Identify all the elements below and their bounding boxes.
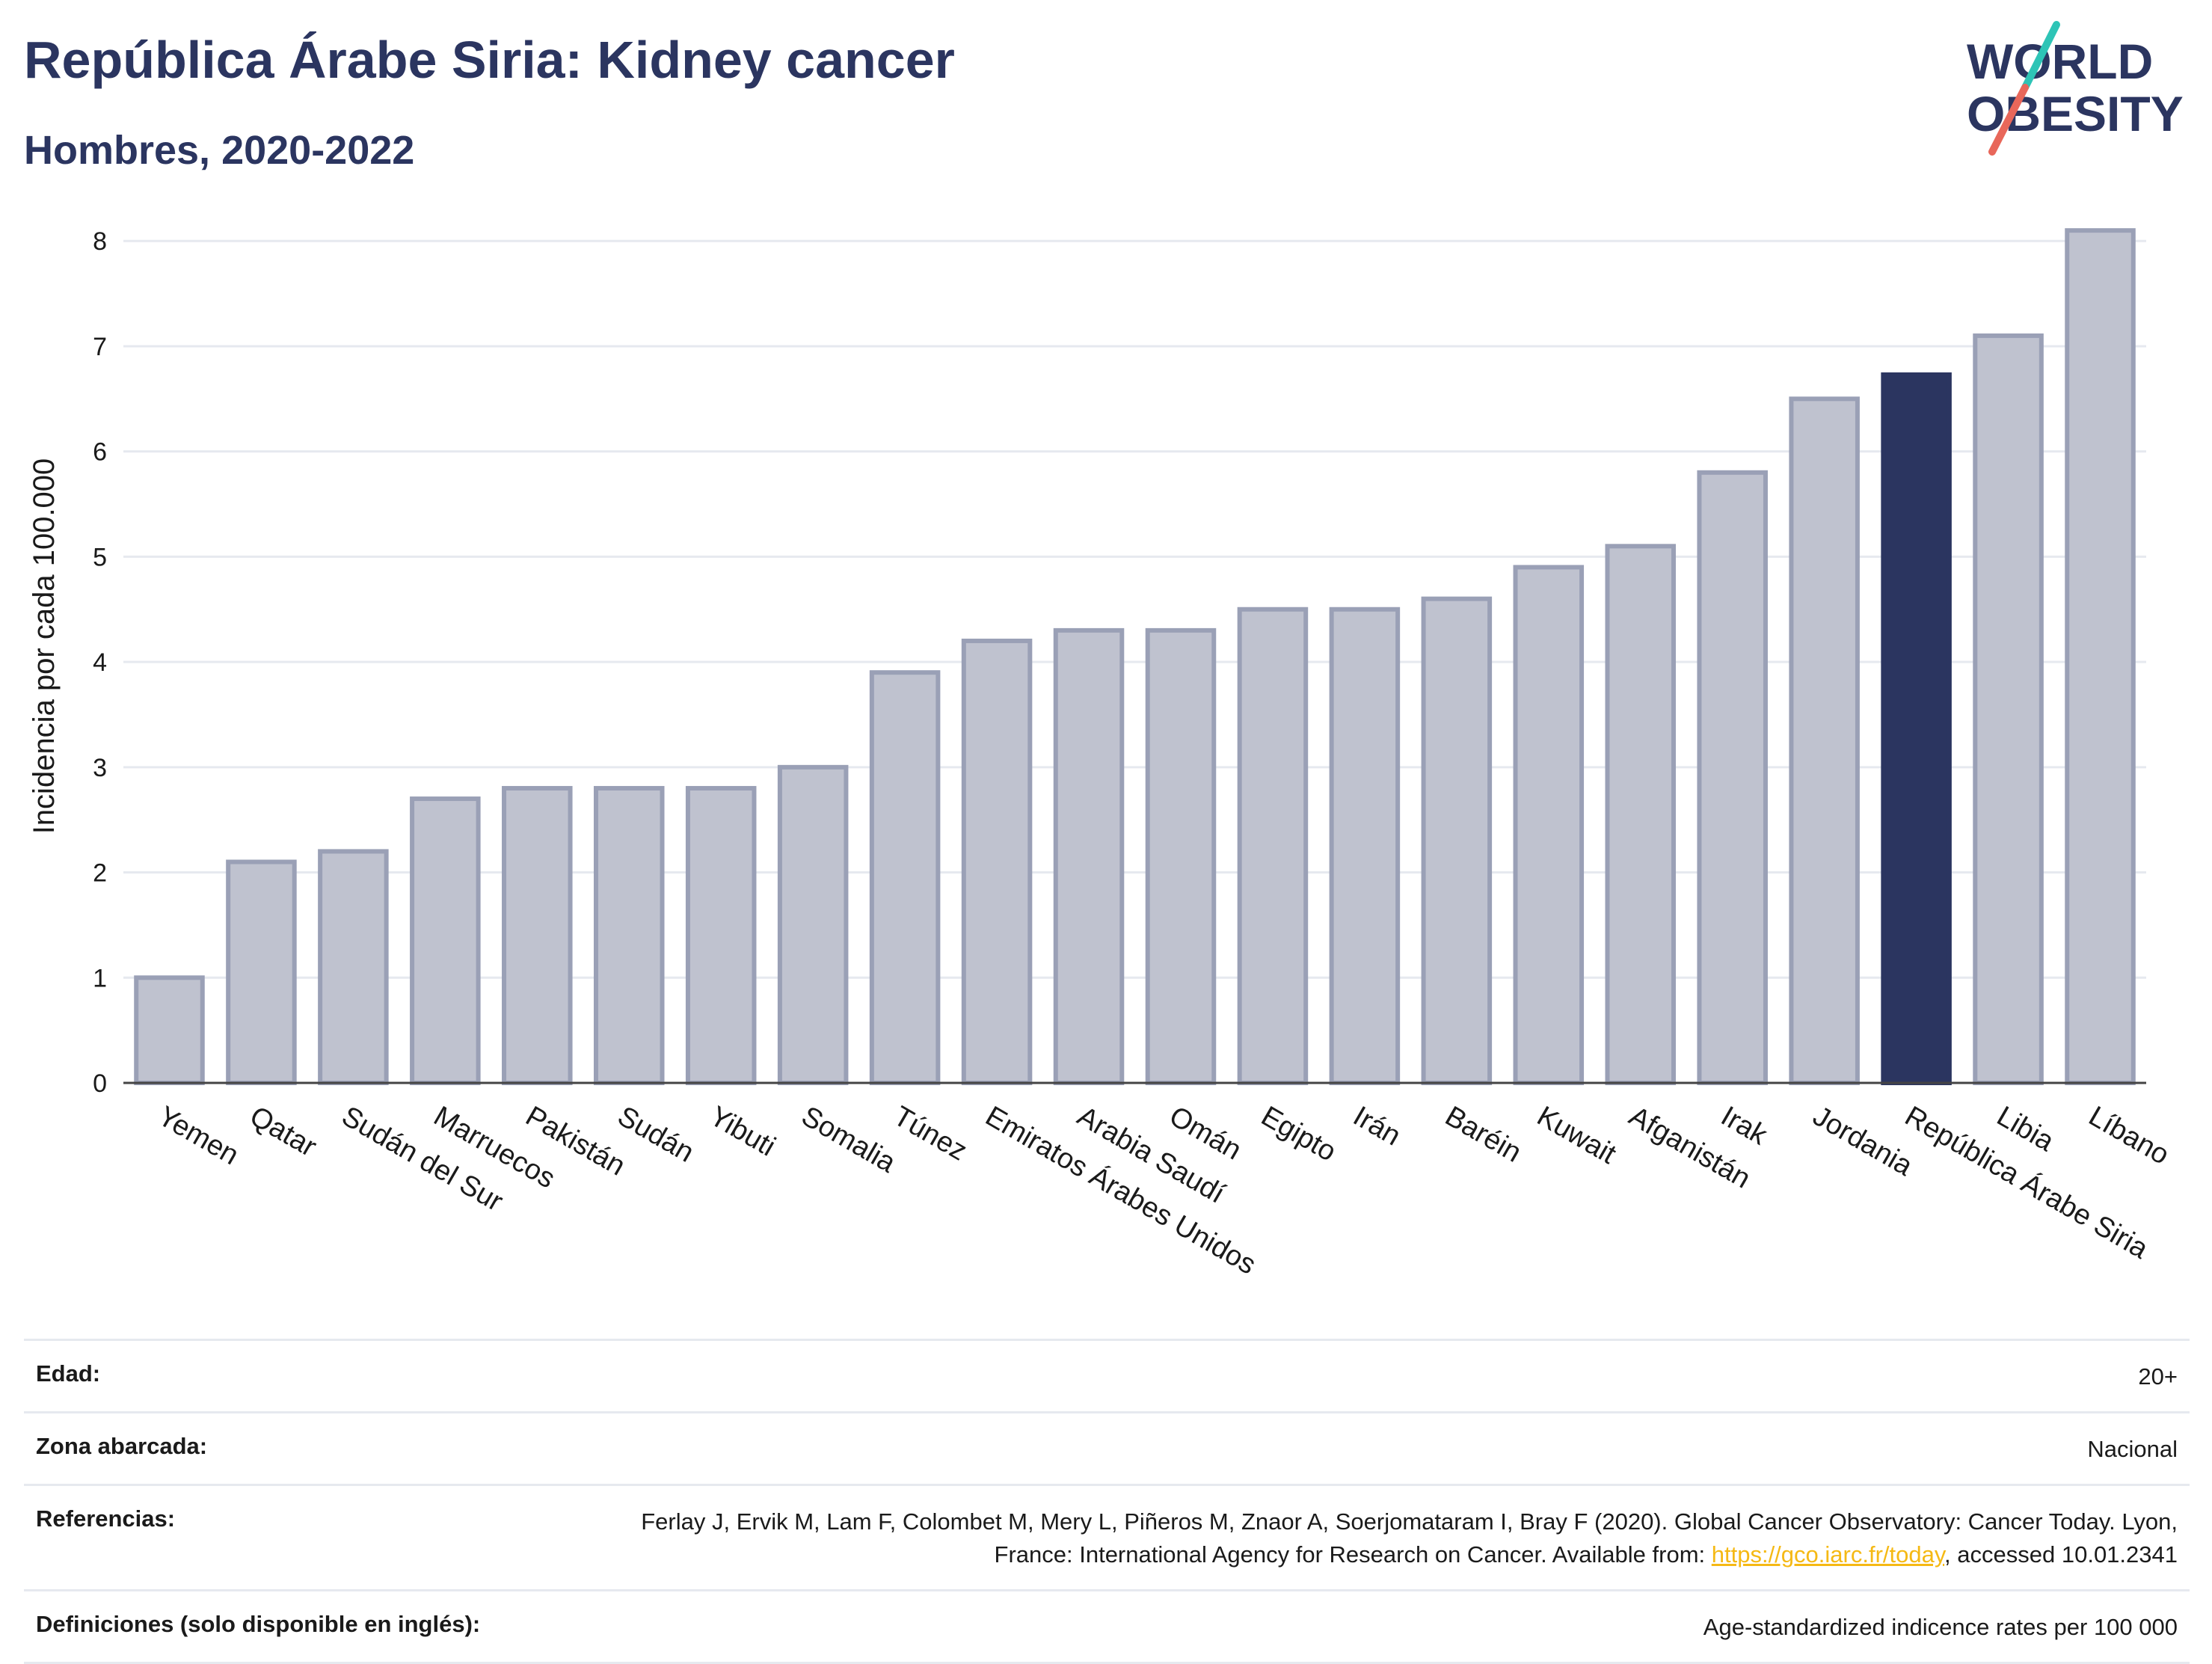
meta-row-age: Edad: 20+ bbox=[24, 1339, 2190, 1411]
bar bbox=[2065, 228, 2136, 1086]
bar bbox=[593, 785, 665, 1086]
y-tick-label: 5 bbox=[93, 543, 107, 571]
x-tick-label: Irak bbox=[1715, 1100, 1773, 1152]
x-tick-label: Yemen bbox=[153, 1100, 244, 1171]
meta-label-definitions: Definiciones (solo disponible en inglés)… bbox=[36, 1611, 481, 1637]
bar bbox=[502, 785, 573, 1086]
y-tick-label: 2 bbox=[93, 859, 107, 888]
bar bbox=[1329, 607, 1401, 1085]
y-tick-label: 6 bbox=[93, 438, 107, 467]
chart-title: República Árabe Siria: Kidney cancer bbox=[24, 31, 955, 89]
world-obesity-logo: WORLD OBESITY bbox=[1967, 21, 2184, 156]
metadata-table: Edad: 20+ Zona abarcada: Nacional Refere… bbox=[24, 1339, 2190, 1664]
bar bbox=[777, 764, 849, 1085]
x-tick-label: Qatar bbox=[245, 1100, 322, 1163]
y-tick-label: 3 bbox=[93, 754, 107, 782]
bar bbox=[1421, 596, 1493, 1085]
bar bbox=[1789, 396, 1860, 1085]
reference-text: Ferlay J, Ervik M, Lam F, Colombet M, Me… bbox=[641, 1508, 2178, 1568]
meta-row-area: Zona abarcada: Nacional bbox=[24, 1411, 2190, 1484]
meta-label-area: Zona abarcada: bbox=[36, 1433, 208, 1459]
logo-line1: WORLD bbox=[1967, 34, 2153, 89]
reference-accessed: , accessed 10.01.2341 bbox=[1944, 1541, 2178, 1568]
meta-row-references: Referencias: Ferlay J, Ervik M, Lam F, C… bbox=[24, 1484, 2190, 1589]
reference-link[interactable]: https://gco.iarc.fr/today bbox=[1711, 1541, 1945, 1568]
bar bbox=[1973, 333, 2044, 1085]
y-tick-label: 4 bbox=[93, 648, 107, 677]
bar-chart: 0 1 2 3 4 5 6 7 8 Incidencia por cada 100.000 Yeme… bbox=[28, 227, 2175, 1280]
bar bbox=[1605, 544, 1677, 1085]
x-tick-label: Irán bbox=[1348, 1100, 1406, 1152]
x-tick-label: Kuwait bbox=[1531, 1100, 1621, 1170]
bar bbox=[869, 670, 941, 1085]
meta-value-age: 20+ bbox=[2138, 1363, 2178, 1390]
bar bbox=[226, 859, 297, 1085]
x-tick-label: Sudán del Sur bbox=[337, 1100, 509, 1218]
meta-row-definitions: Definiciones (solo disponible en inglés)… bbox=[24, 1589, 2190, 1664]
y-tick-label: 8 bbox=[93, 227, 107, 256]
x-tick-label: Egipto bbox=[1256, 1100, 1341, 1167]
meta-value-definitions: Age-standardized indicence rates per 100… bbox=[1703, 1614, 2178, 1640]
bar bbox=[1881, 372, 1952, 1085]
x-tick-label: Líbano bbox=[2083, 1100, 2175, 1170]
meta-value-area: Nacional bbox=[2087, 1436, 2178, 1462]
y-tick-label: 0 bbox=[93, 1069, 107, 1098]
x-tick-label: Túnez bbox=[888, 1100, 972, 1167]
y-tick-label: 1 bbox=[93, 964, 107, 992]
bar bbox=[1145, 627, 1217, 1085]
bar bbox=[410, 796, 481, 1086]
y-axis-label: Incidencia por cada 100.000 bbox=[28, 458, 61, 835]
x-tick-label: Libia bbox=[1991, 1100, 2059, 1158]
meta-label-references: Referencias: bbox=[36, 1505, 176, 1532]
x-tick-label: Baréin bbox=[1440, 1100, 1526, 1168]
x-tick-label: Somalia bbox=[796, 1100, 902, 1179]
bar bbox=[134, 975, 205, 1085]
x-tick-label: Yibuti bbox=[704, 1100, 781, 1162]
x-tick-label: Jordania bbox=[1807, 1100, 1918, 1182]
bar bbox=[685, 785, 757, 1086]
bar bbox=[1513, 565, 1585, 1085]
bar bbox=[1697, 470, 1768, 1085]
bar bbox=[961, 638, 1033, 1085]
chart-subtitle: Hombres, 2020-2022 bbox=[24, 128, 415, 173]
bar bbox=[1237, 607, 1309, 1085]
meta-value-references: Ferlay J, Ervik M, Lam F, Colombet M, Me… bbox=[607, 1505, 2178, 1571]
y-tick-label: 7 bbox=[93, 333, 107, 361]
bar bbox=[318, 849, 389, 1086]
bar bbox=[1053, 627, 1125, 1085]
meta-label-age: Edad: bbox=[36, 1360, 101, 1387]
